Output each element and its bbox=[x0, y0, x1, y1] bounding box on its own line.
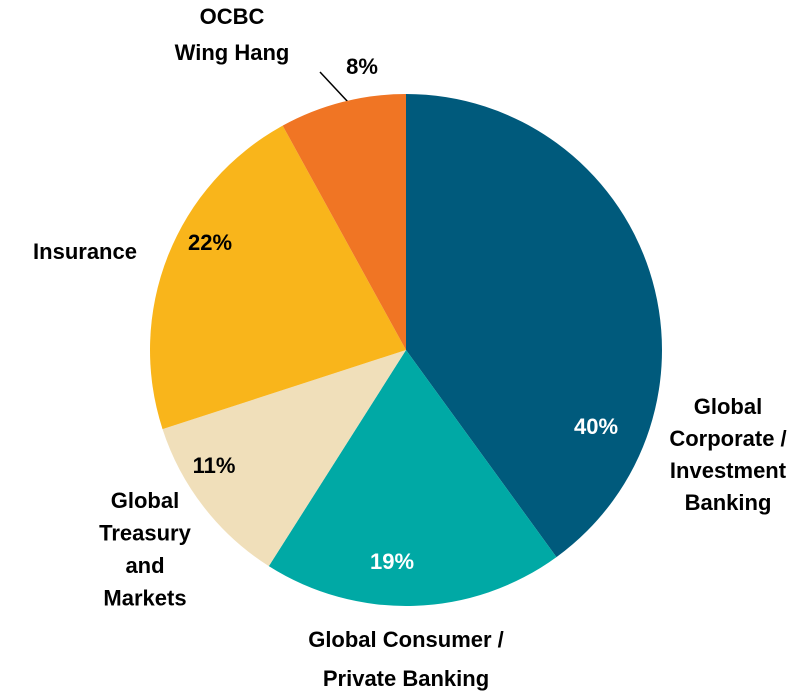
value-label: 40% bbox=[574, 414, 618, 439]
category-label: Global Corporate / Investment Banking bbox=[669, 394, 786, 515]
value-label: 22% bbox=[188, 230, 232, 255]
value-label: 11% bbox=[193, 453, 236, 478]
category-label: Global Treasury and Markets bbox=[99, 488, 191, 611]
pie-slice bbox=[282, 94, 406, 350]
pie-slice bbox=[162, 350, 406, 567]
leader-line bbox=[319, 71, 349, 103]
category-label: OCBC Wing Hang bbox=[175, 4, 290, 65]
pie-slice bbox=[268, 350, 557, 606]
pie-slice bbox=[406, 94, 662, 558]
category-label: Global Consumer / Private Banking bbox=[308, 627, 504, 691]
value-label: 19% bbox=[370, 549, 414, 574]
value-label: 8% bbox=[346, 54, 378, 79]
category-label: Insurance bbox=[33, 239, 137, 264]
pie-slice bbox=[149, 125, 406, 430]
